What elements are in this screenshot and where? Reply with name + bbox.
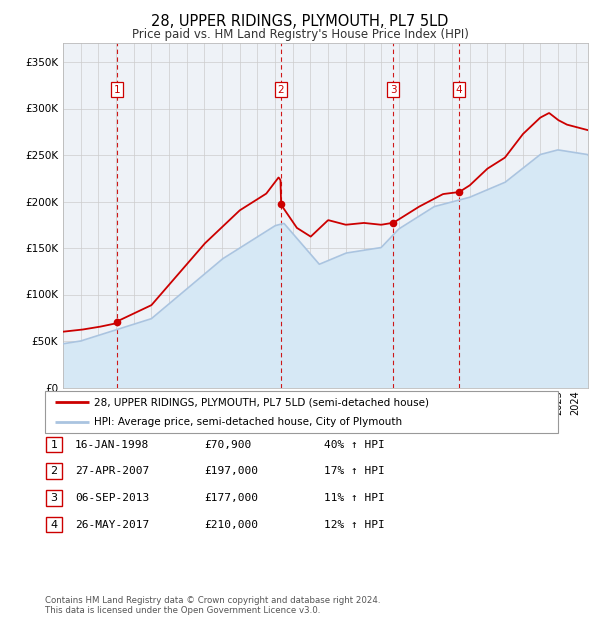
Text: 11% ↑ HPI: 11% ↑ HPI — [324, 493, 385, 503]
Text: 28, UPPER RIDINGS, PLYMOUTH, PL7 5LD (semi-detached house): 28, UPPER RIDINGS, PLYMOUTH, PL7 5LD (se… — [94, 397, 429, 407]
Text: 2: 2 — [277, 85, 284, 95]
FancyBboxPatch shape — [46, 436, 62, 453]
Text: £70,900: £70,900 — [204, 440, 251, 450]
Text: £210,000: £210,000 — [204, 520, 258, 529]
Text: 06-SEP-2013: 06-SEP-2013 — [75, 493, 149, 503]
Text: 4: 4 — [455, 85, 462, 95]
Text: 3: 3 — [390, 85, 397, 95]
Text: £197,000: £197,000 — [204, 466, 258, 476]
Text: 1: 1 — [50, 440, 58, 450]
FancyBboxPatch shape — [46, 516, 62, 533]
Text: 3: 3 — [50, 493, 58, 503]
Text: 2: 2 — [50, 466, 58, 476]
Text: 26-MAY-2017: 26-MAY-2017 — [75, 520, 149, 529]
Text: Price paid vs. HM Land Registry's House Price Index (HPI): Price paid vs. HM Land Registry's House … — [131, 29, 469, 41]
Text: Contains HM Land Registry data © Crown copyright and database right 2024.
This d: Contains HM Land Registry data © Crown c… — [45, 596, 380, 615]
Text: £177,000: £177,000 — [204, 493, 258, 503]
Text: 1: 1 — [113, 85, 120, 95]
FancyBboxPatch shape — [46, 463, 62, 479]
Text: 17% ↑ HPI: 17% ↑ HPI — [324, 466, 385, 476]
Text: 40% ↑ HPI: 40% ↑ HPI — [324, 440, 385, 450]
Text: 28, UPPER RIDINGS, PLYMOUTH, PL7 5LD: 28, UPPER RIDINGS, PLYMOUTH, PL7 5LD — [151, 14, 449, 29]
Text: 4: 4 — [50, 520, 58, 529]
FancyBboxPatch shape — [46, 490, 62, 506]
Text: 16-JAN-1998: 16-JAN-1998 — [75, 440, 149, 450]
Text: HPI: Average price, semi-detached house, City of Plymouth: HPI: Average price, semi-detached house,… — [94, 417, 402, 427]
FancyBboxPatch shape — [45, 391, 558, 433]
Text: 12% ↑ HPI: 12% ↑ HPI — [324, 520, 385, 529]
Text: 27-APR-2007: 27-APR-2007 — [75, 466, 149, 476]
